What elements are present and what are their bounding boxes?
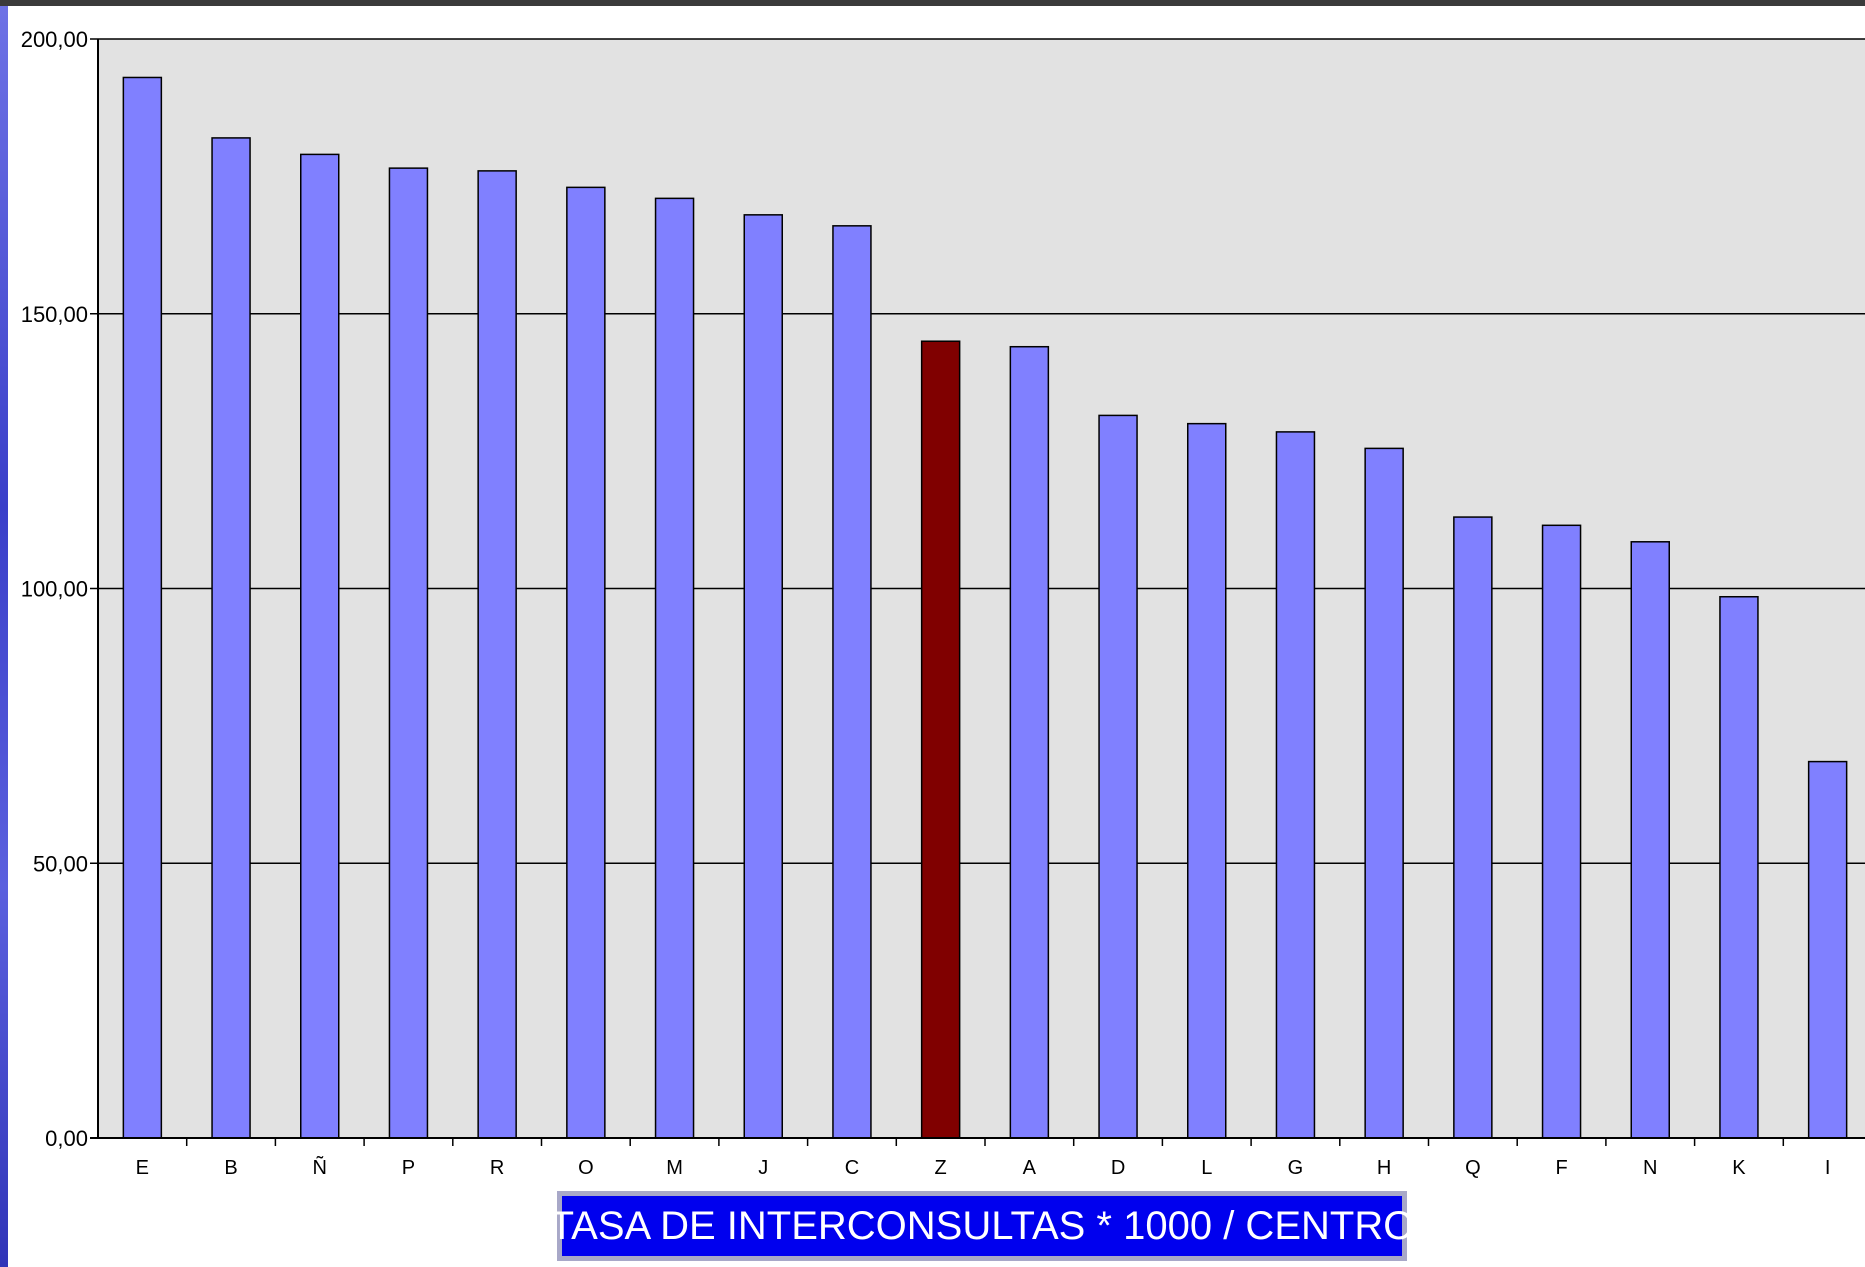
slide-left-edge: [0, 0, 8, 1267]
bar-C: [832, 225, 872, 1139]
x-tick-label-R: R: [490, 1157, 504, 1179]
x-tick-label-K: K: [1732, 1157, 1746, 1179]
bar-A: [1009, 345, 1050, 1139]
bar-R: [477, 170, 517, 1139]
y-tick-label: 100,00: [21, 577, 88, 602]
x-tick-label-O: O: [578, 1157, 594, 1179]
bar-G: [1275, 431, 1316, 1139]
x-tick-label-M: M: [666, 1157, 683, 1179]
x-tick-label-F: F: [1555, 1157, 1567, 1179]
x-tick-label-B: B: [224, 1157, 237, 1179]
bar-J: [743, 214, 783, 1139]
x-tick-label-J: J: [758, 1157, 768, 1179]
x-tick-label-P: P: [402, 1157, 415, 1179]
y-tick-label: 150,00: [21, 302, 88, 327]
bar-I: [1807, 760, 1848, 1139]
bar-D: [1098, 414, 1138, 1139]
bar-P: [388, 167, 429, 1139]
bars: [122, 76, 1848, 1139]
chart-title-box: TASA DE INTERCONSULTAS * 1000 / CENTRO: [550, 1191, 1414, 1261]
bar-H: [1364, 447, 1404, 1139]
x-tick-label-D: D: [1111, 1157, 1125, 1179]
x-tick-label-H: H: [1377, 1157, 1391, 1179]
x-tick-label-A: A: [1023, 1157, 1037, 1179]
x-tick-label-Ñ: Ñ: [313, 1155, 327, 1179]
bar-E: [122, 76, 163, 1139]
x-tick-label-G: G: [1288, 1157, 1304, 1179]
bar-L: [1187, 422, 1227, 1139]
bar-Ñ: [300, 153, 340, 1139]
y-tick-label: 0,00: [45, 1126, 88, 1151]
bar-N: [1630, 541, 1670, 1139]
x-tick-label-E: E: [136, 1157, 149, 1179]
chart-title: TASA DE INTERCONSULTAS * 1000 / CENTRO: [549, 1203, 1415, 1248]
bar-B: [211, 137, 251, 1139]
x-tick-label-Q: Q: [1465, 1157, 1481, 1179]
bar-F: [1541, 524, 1582, 1139]
slide-top-edge: [0, 0, 1865, 6]
bar-Q: [1453, 516, 1493, 1139]
x-tick-label-L: L: [1201, 1157, 1212, 1179]
x-tick-label-I: I: [1825, 1157, 1831, 1179]
axes: [90, 38, 1865, 1146]
bar-M: [654, 197, 695, 1139]
bar-Z: [920, 340, 961, 1139]
bar-O: [566, 186, 606, 1139]
x-tick-label-N: N: [1643, 1157, 1657, 1179]
x-tick-label-C: C: [845, 1157, 859, 1179]
y-tick-label: 200,00: [21, 27, 88, 52]
bar-K: [1719, 595, 1759, 1139]
x-tick-label-Z: Z: [935, 1157, 947, 1179]
y-tick-label: 50,00: [33, 851, 88, 876]
y-tick-labels: 0,00 50,00 100,00 150,00 200,00: [21, 27, 88, 1151]
